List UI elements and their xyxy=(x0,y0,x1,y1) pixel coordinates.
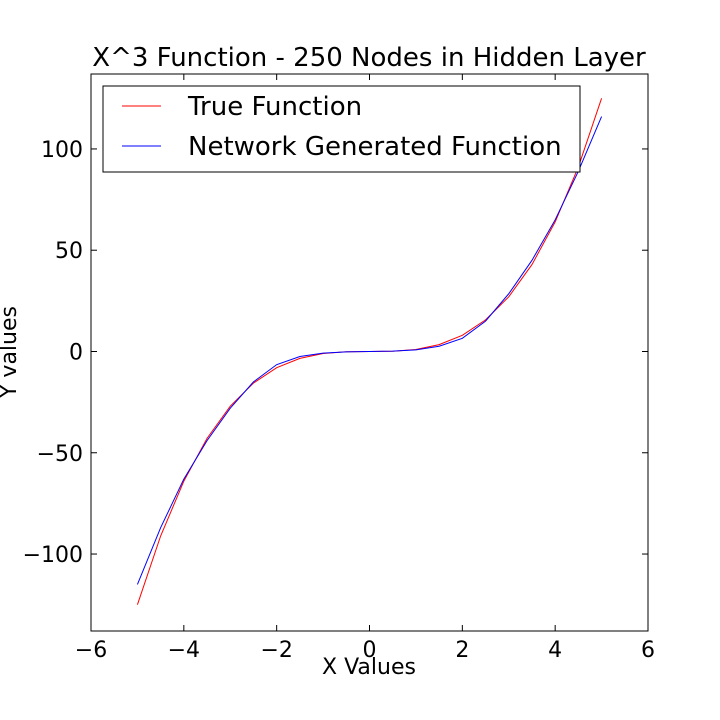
x-tick-label: −2 xyxy=(260,638,292,663)
x-tick-label: 4 xyxy=(548,638,562,663)
y-tick-label: −50 xyxy=(37,442,83,467)
legend-box xyxy=(102,85,581,173)
legend-label-true-function: True Function xyxy=(187,92,362,122)
y-tick-label: 50 xyxy=(55,239,83,264)
series-line-network-generated-function xyxy=(136,116,603,585)
legend-label-network-generated-function: Network Generated Function xyxy=(188,132,562,162)
y-tick-label: −100 xyxy=(23,543,83,568)
x-tick-label: −4 xyxy=(168,638,200,663)
x-tick-label: 6 xyxy=(641,638,655,663)
y-tick-label: 100 xyxy=(41,138,83,163)
x-tick-label: 2 xyxy=(455,638,469,663)
x-tick-label: −6 xyxy=(75,638,107,663)
y-tick-label: 0 xyxy=(69,340,83,365)
legend: True Function Network Generated Function xyxy=(102,85,581,173)
x-axis-label: X Values xyxy=(322,655,416,680)
x-axis-ticks: −6 −4 −2 0 2 4 6 xyxy=(75,74,655,663)
y-axis-label: Y values xyxy=(0,306,22,399)
x-tick-label: 0 xyxy=(363,638,377,663)
chart-title: X^3 Function - 250 Nodes in Hidden Layer xyxy=(92,43,646,73)
plot-series xyxy=(136,98,603,605)
y-axis-ticks: −100 −50 0 50 100 xyxy=(23,138,648,568)
